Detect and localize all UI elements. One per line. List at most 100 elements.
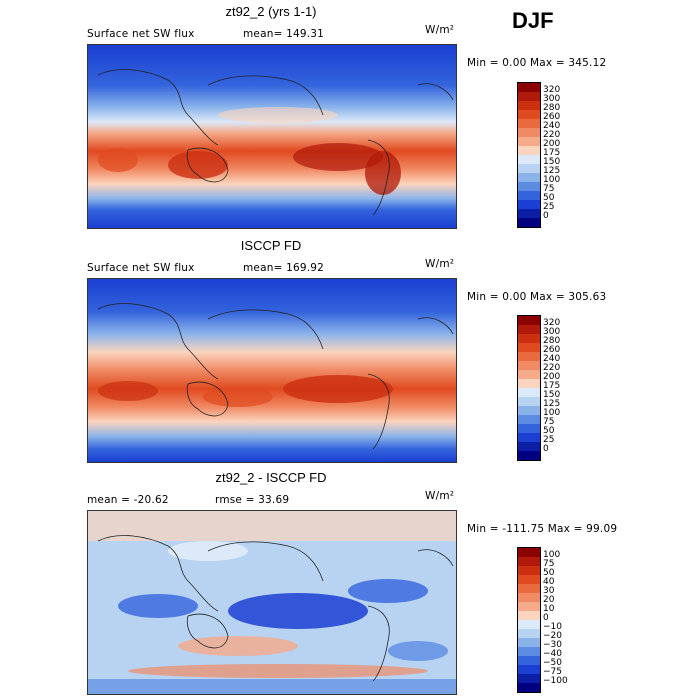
colorbar-swatch (518, 92, 540, 101)
colorbar-swatch (518, 656, 540, 665)
colorbar-swatch (518, 101, 540, 110)
colorbar-swatch (518, 584, 540, 593)
minmax-obs: Min = 0.00 Max = 305.63 (467, 291, 607, 303)
colorbar-swatch (518, 83, 540, 92)
colorbar-tick-label: −30 (543, 640, 562, 650)
colorbar-tick-label: 50 (543, 426, 555, 436)
colorbar-swatch (518, 548, 540, 557)
colorbar-swatch (518, 146, 540, 155)
colorbar-swatch (518, 173, 540, 182)
colorbar-tick-label: −40 (543, 649, 562, 659)
colorbar-swatch (518, 665, 540, 674)
colorbar-tick-label: −10 (543, 622, 562, 632)
colorbar-tick-label: 25 (543, 435, 555, 445)
minmax-model: Min = 0.00 Max = 345.12 (467, 57, 607, 69)
colorbar-tick-label: 20 (543, 595, 555, 605)
colorbar-swatch (518, 647, 540, 656)
colorbar-swatch (518, 674, 540, 683)
colorbar-tick-label: −75 (543, 667, 562, 677)
colorbar-swatch (518, 397, 540, 406)
colorbar-tick-label: 150 (543, 390, 561, 400)
colorbar-swatch (518, 128, 540, 137)
colorbar-tick-label: 125 (543, 166, 561, 176)
colorbar-obs (517, 315, 541, 461)
colorbar-tick-label: 75 (543, 559, 555, 569)
panel-variable-model: Surface net SW flux (87, 28, 195, 40)
colorbar-swatch (518, 370, 540, 379)
map-diff (87, 510, 457, 695)
panel-units-obs: W/m² (425, 258, 455, 270)
colorbar-tick-label: 320 (543, 318, 561, 328)
colorbar-swatch (518, 638, 540, 647)
colorbar-tick-label: 300 (543, 94, 561, 104)
colorbar-swatch (518, 557, 540, 566)
colorbar-tick-label: 280 (543, 103, 561, 113)
colorbar-swatch (518, 191, 540, 200)
colorbar-tick-label: 100 (543, 550, 561, 560)
map-model (87, 44, 457, 229)
panel-title-model: zt92_2 (yrs 1-1) (225, 4, 317, 19)
colorbar-tick-label: 240 (543, 354, 561, 364)
panel-units-diff: W/m² (425, 490, 455, 502)
colorbar-tick-label: −50 (543, 658, 562, 668)
colorbar-swatch (518, 218, 540, 227)
colorbar-tick-label: 50 (543, 193, 555, 203)
colorbar-swatch (518, 379, 540, 388)
colorbar-swatch (518, 325, 540, 334)
colorbar-tick-label: 30 (543, 586, 555, 596)
colorbar-tick-label: 280 (543, 336, 561, 346)
panel-mean-model: mean= 149.31 (243, 28, 325, 40)
colorbar-swatch (518, 334, 540, 343)
panel-mean-obs: mean= 169.92 (243, 262, 325, 274)
panel-variable-obs: Surface net SW flux (87, 262, 195, 274)
panel-title-diff: zt92_2 - ISCCP FD (215, 470, 327, 485)
colorbar-swatch (518, 182, 540, 191)
map-obs (87, 278, 457, 463)
colorbar-tick-label: 25 (543, 202, 555, 212)
colorbar-tick-label: 175 (543, 148, 561, 158)
colorbar-tick-label: 200 (543, 372, 561, 382)
colorbar-swatch (518, 620, 540, 629)
colorbar-swatch (518, 119, 540, 128)
panel-mean-diff: mean = -20.62 (87, 494, 169, 506)
season-label: DJF (512, 8, 554, 33)
colorbar-swatch (518, 611, 540, 620)
colorbar-tick-label: 300 (543, 327, 561, 337)
colorbar-tick-label: 220 (543, 363, 561, 373)
colorbar-swatch (518, 164, 540, 173)
colorbar-tick-label: −100 (543, 676, 568, 686)
colorbar-tick-label: 125 (543, 399, 561, 409)
colorbar-swatch (518, 415, 540, 424)
colorbar-tick-label: −20 (543, 631, 562, 641)
colorbar-tick-label: 100 (543, 175, 561, 185)
colorbar-swatch (518, 593, 540, 602)
colorbar-diff (517, 547, 541, 693)
colorbar-tick-label: 240 (543, 121, 561, 131)
colorbar-swatch (518, 361, 540, 370)
colorbar-swatch (518, 424, 540, 433)
colorbar-tick-label: 75 (543, 417, 555, 427)
colorbar-swatch (518, 566, 540, 575)
colorbar-swatch (518, 352, 540, 361)
colorbar-swatch (518, 209, 540, 218)
colorbar-tick-label: 10 (543, 604, 555, 614)
colorbar-tick-label: 150 (543, 157, 561, 167)
colorbar-swatch (518, 451, 540, 460)
panel-units-model: W/m² (425, 24, 455, 36)
colorbar-tick-label: 0 (543, 613, 549, 623)
colorbar-tick-label: 175 (543, 381, 561, 391)
panel-title-obs: ISCCP FD (240, 238, 302, 253)
colorbar-swatch (518, 388, 540, 397)
colorbar-swatch (518, 343, 540, 352)
colorbar-swatch (518, 629, 540, 638)
colorbar-swatch (518, 442, 540, 451)
panel-rmse-diff: rmse = 33.69 (215, 494, 290, 506)
colorbar-tick-label: 220 (543, 130, 561, 140)
minmax-diff: Min = -111.75 Max = 99.09 (467, 523, 618, 535)
colorbar-swatch (518, 433, 540, 442)
colorbar-tick-label: 260 (543, 112, 561, 122)
colorbar-swatch (518, 137, 540, 146)
colorbar-tick-label: 75 (543, 184, 555, 194)
colorbar-tick-label: 200 (543, 139, 561, 149)
colorbar-swatch (518, 155, 540, 164)
